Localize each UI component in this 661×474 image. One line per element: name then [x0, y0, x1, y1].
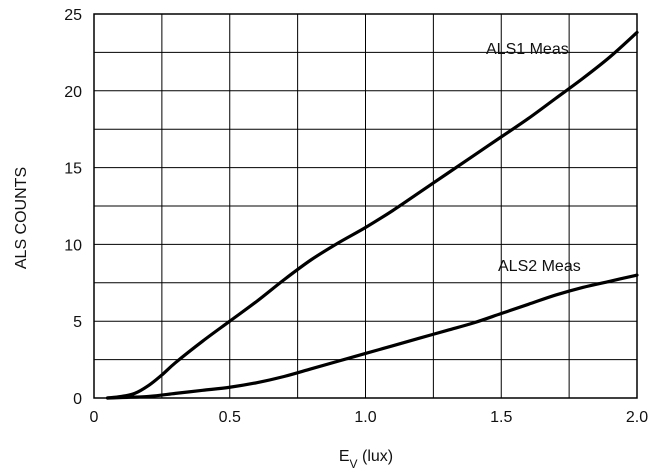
tick-labels: 0 0.5 1.0 1.5 2.0 0 5 10 15 20 25 [64, 7, 648, 426]
grid [93, 13, 638, 399]
x-axis-label-subscript: V [350, 457, 358, 469]
x-tick-label: 0.5 [219, 409, 241, 426]
series-lines [105, 30, 639, 400]
x-tick-label: 1.0 [354, 409, 376, 426]
series-line-1 [105, 30, 639, 400]
y-tick-label: 20 [64, 84, 82, 101]
y-tick-label: 25 [64, 7, 82, 24]
series-line-2 [105, 273, 639, 400]
x-axis-label-unit: (lux) [358, 448, 394, 465]
y-tick-label: 5 [73, 314, 82, 331]
series-label-als2: ALS2 Meas [498, 258, 581, 275]
y-tick-label: 10 [64, 237, 82, 254]
x-axis-label-main: E [339, 448, 350, 465]
series-label-als1: ALS1 Meas [486, 41, 569, 58]
y-tick-label: 15 [64, 161, 82, 178]
y-axis-label: ALS COUNTS [13, 167, 30, 269]
x-tick-label: 0 [90, 409, 99, 426]
plot-border [93, 13, 638, 399]
y-tick-label: 0 [73, 391, 82, 408]
x-tick-label: 2.0 [626, 409, 648, 426]
x-tick-label: 1.5 [490, 409, 512, 426]
x-axis-label: EV (lux) [339, 448, 393, 469]
